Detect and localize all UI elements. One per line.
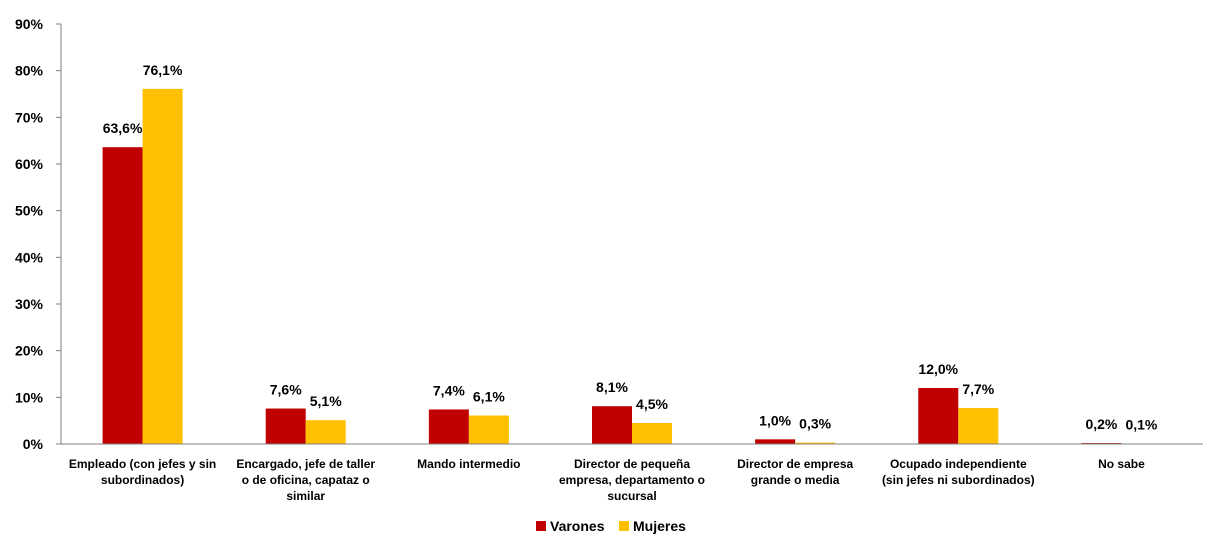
data-label-varones: 63,6% <box>103 120 143 136</box>
bar-varones <box>428 409 469 444</box>
category-label: Empleado (con jefes y sin subordinados) <box>69 457 216 487</box>
bar-mujeres <box>468 415 509 444</box>
bar-varones <box>592 406 632 444</box>
legend: Varones Mujeres <box>536 518 686 534</box>
data-label-mujeres: 76,1% <box>143 62 183 78</box>
y-tick-label: 90% <box>15 16 44 32</box>
category-label: Director de pequeña empresa, departamento… <box>559 457 705 503</box>
data-label-varones: 7,6% <box>270 382 302 398</box>
bar-varones <box>102 147 143 444</box>
y-tick-label: 40% <box>15 249 44 265</box>
bar-mujeres <box>795 442 836 444</box>
category-label: No sabe <box>1098 457 1145 471</box>
bar-mujeres <box>632 423 672 444</box>
data-label-mujeres: 7,7% <box>962 381 994 397</box>
data-label-mujeres: 0,3% <box>799 416 831 432</box>
category-label: Ocupado independiente (sin jefes ni subor… <box>882 457 1035 487</box>
y-tick-label: 80% <box>15 63 44 79</box>
data-label-mujeres: 4,5% <box>636 396 668 412</box>
category-label: Encargado, jefe de taller o de oficina, c… <box>236 457 375 503</box>
y-axis-ticks: 0% 10% 20% 30% 40% 50% 60% 70% 80% 90% <box>15 16 61 452</box>
data-label-mujeres: 5,1% <box>310 393 342 409</box>
y-tick-label: 30% <box>15 296 44 312</box>
y-tick-label: 0% <box>23 436 44 452</box>
bar-mujeres <box>958 408 999 444</box>
bar-varones <box>265 408 306 444</box>
data-label-mujeres: 6,1% <box>473 389 505 405</box>
data-label-varones: 0,2% <box>1085 416 1117 432</box>
y-tick-label: 50% <box>15 203 44 219</box>
data-label-varones: 8,1% <box>596 379 628 395</box>
data-labels: 63,6% 76,1% 7,6% 5,1% 7,4% 6,1% 8,1% 4,5% 1,0% 0,… <box>103 62 1158 433</box>
bar-varones <box>755 439 796 444</box>
y-tick-label: 60% <box>15 156 44 172</box>
legend-swatch-mujeres <box>619 521 629 531</box>
data-label-varones: 1,0% <box>759 412 791 428</box>
category-label: Director de empresa grande o media <box>737 457 853 487</box>
category-label: Mando intermedio <box>417 457 520 471</box>
y-tick-label: 20% <box>15 343 44 359</box>
bar-mujeres <box>305 420 346 444</box>
category-labels: Empleado (con jefes y sin subordinados) En… <box>69 457 1145 503</box>
bars <box>102 88 1162 445</box>
legend-label-varones: Varones <box>550 518 605 534</box>
legend-swatch-varones <box>536 521 546 531</box>
bar-mujeres <box>142 88 183 444</box>
data-label-mujeres: 0,1% <box>1125 417 1157 433</box>
data-label-varones: 12,0% <box>918 361 958 377</box>
data-label-varones: 7,4% <box>433 382 465 398</box>
bar-varones <box>918 388 959 444</box>
y-tick-label: 10% <box>15 389 44 405</box>
legend-label-mujeres: Mujeres <box>633 518 686 534</box>
y-tick-label: 70% <box>15 109 44 125</box>
